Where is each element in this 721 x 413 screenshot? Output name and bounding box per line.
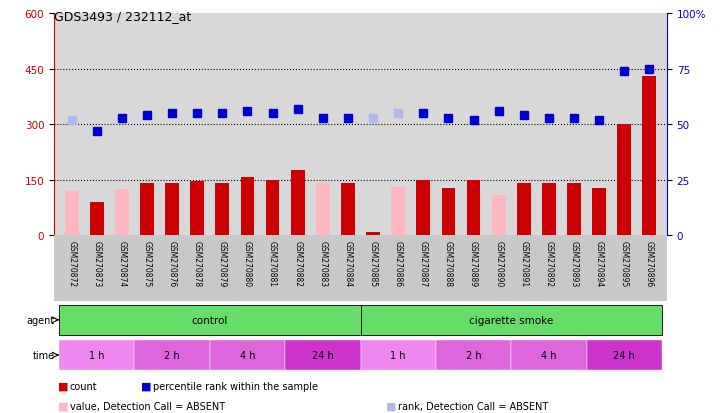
Text: GSM270891: GSM270891 (519, 241, 528, 287)
Bar (592, 188, 606, 235)
Bar (360, 340, 436, 370)
Bar (134, 340, 210, 370)
Text: 24 h: 24 h (614, 350, 635, 360)
Bar (511, 340, 587, 370)
Bar (190, 182, 204, 235)
Text: ■: ■ (386, 401, 397, 411)
Bar (517, 183, 531, 235)
Bar (285, 340, 360, 370)
Text: time: time (32, 350, 55, 360)
Text: GSM270886: GSM270886 (394, 241, 402, 287)
Bar (291, 171, 304, 235)
Text: GSM270895: GSM270895 (620, 241, 629, 287)
Text: GSM270896: GSM270896 (645, 241, 654, 287)
Text: 2 h: 2 h (164, 350, 180, 360)
Text: 1 h: 1 h (391, 350, 406, 360)
Bar (617, 125, 631, 235)
Text: GSM270884: GSM270884 (343, 241, 353, 287)
Text: GSM270879: GSM270879 (218, 241, 227, 287)
Text: control: control (192, 315, 228, 325)
Bar (366, 233, 380, 235)
Text: GSM270876: GSM270876 (167, 241, 177, 287)
Text: ■: ■ (141, 381, 151, 391)
Text: GSM270883: GSM270883 (319, 241, 327, 287)
Text: value, Detection Call = ABSENT: value, Detection Call = ABSENT (70, 401, 225, 411)
Bar (642, 76, 656, 235)
Bar (441, 188, 456, 235)
Bar (165, 183, 179, 235)
Text: GSM270889: GSM270889 (469, 241, 478, 287)
Text: GSM270887: GSM270887 (419, 241, 428, 287)
Bar (492, 196, 505, 235)
Text: rank, Detection Call = ABSENT: rank, Detection Call = ABSENT (398, 401, 548, 411)
Bar (210, 340, 285, 370)
Bar (567, 184, 581, 235)
Text: GSM270894: GSM270894 (595, 241, 603, 287)
Text: GSM270873: GSM270873 (92, 241, 101, 287)
Text: GSM270875: GSM270875 (143, 241, 151, 287)
Bar (59, 305, 360, 335)
Bar (90, 202, 104, 235)
Text: count: count (70, 381, 97, 391)
Bar (392, 188, 405, 235)
Text: GSM270893: GSM270893 (570, 241, 578, 287)
Bar (316, 183, 329, 235)
Bar (59, 340, 134, 370)
Text: GSM270888: GSM270888 (444, 241, 453, 287)
Text: GSM270890: GSM270890 (494, 241, 503, 287)
Bar (341, 183, 355, 235)
Text: 4 h: 4 h (239, 350, 255, 360)
Text: GSM270874: GSM270874 (118, 241, 126, 287)
Text: percentile rank within the sample: percentile rank within the sample (153, 381, 318, 391)
Bar (587, 340, 662, 370)
Text: 4 h: 4 h (541, 350, 557, 360)
Text: cigarette smoke: cigarette smoke (469, 315, 553, 325)
Bar (65, 191, 79, 235)
Bar (436, 340, 511, 370)
Text: ■: ■ (58, 401, 68, 411)
Bar (241, 177, 255, 235)
Text: GSM270892: GSM270892 (544, 241, 554, 287)
Text: 24 h: 24 h (312, 350, 334, 360)
Text: GSM270878: GSM270878 (193, 241, 202, 287)
Bar (115, 190, 129, 235)
Bar (417, 181, 430, 235)
Text: GSM270885: GSM270885 (368, 241, 378, 287)
Text: ■: ■ (58, 381, 68, 391)
Text: agent: agent (27, 315, 55, 325)
Text: 1 h: 1 h (89, 350, 105, 360)
Text: GSM270872: GSM270872 (67, 241, 76, 287)
Bar (542, 184, 556, 235)
Text: GDS3493 / 232112_at: GDS3493 / 232112_at (54, 10, 191, 23)
Text: GSM270882: GSM270882 (293, 241, 302, 287)
Text: GSM270880: GSM270880 (243, 241, 252, 287)
Text: GSM270881: GSM270881 (268, 241, 277, 287)
Bar (216, 183, 229, 235)
Bar (466, 181, 480, 235)
Bar (360, 305, 662, 335)
Text: 2 h: 2 h (466, 350, 482, 360)
Bar (265, 180, 280, 235)
Bar (140, 184, 154, 235)
